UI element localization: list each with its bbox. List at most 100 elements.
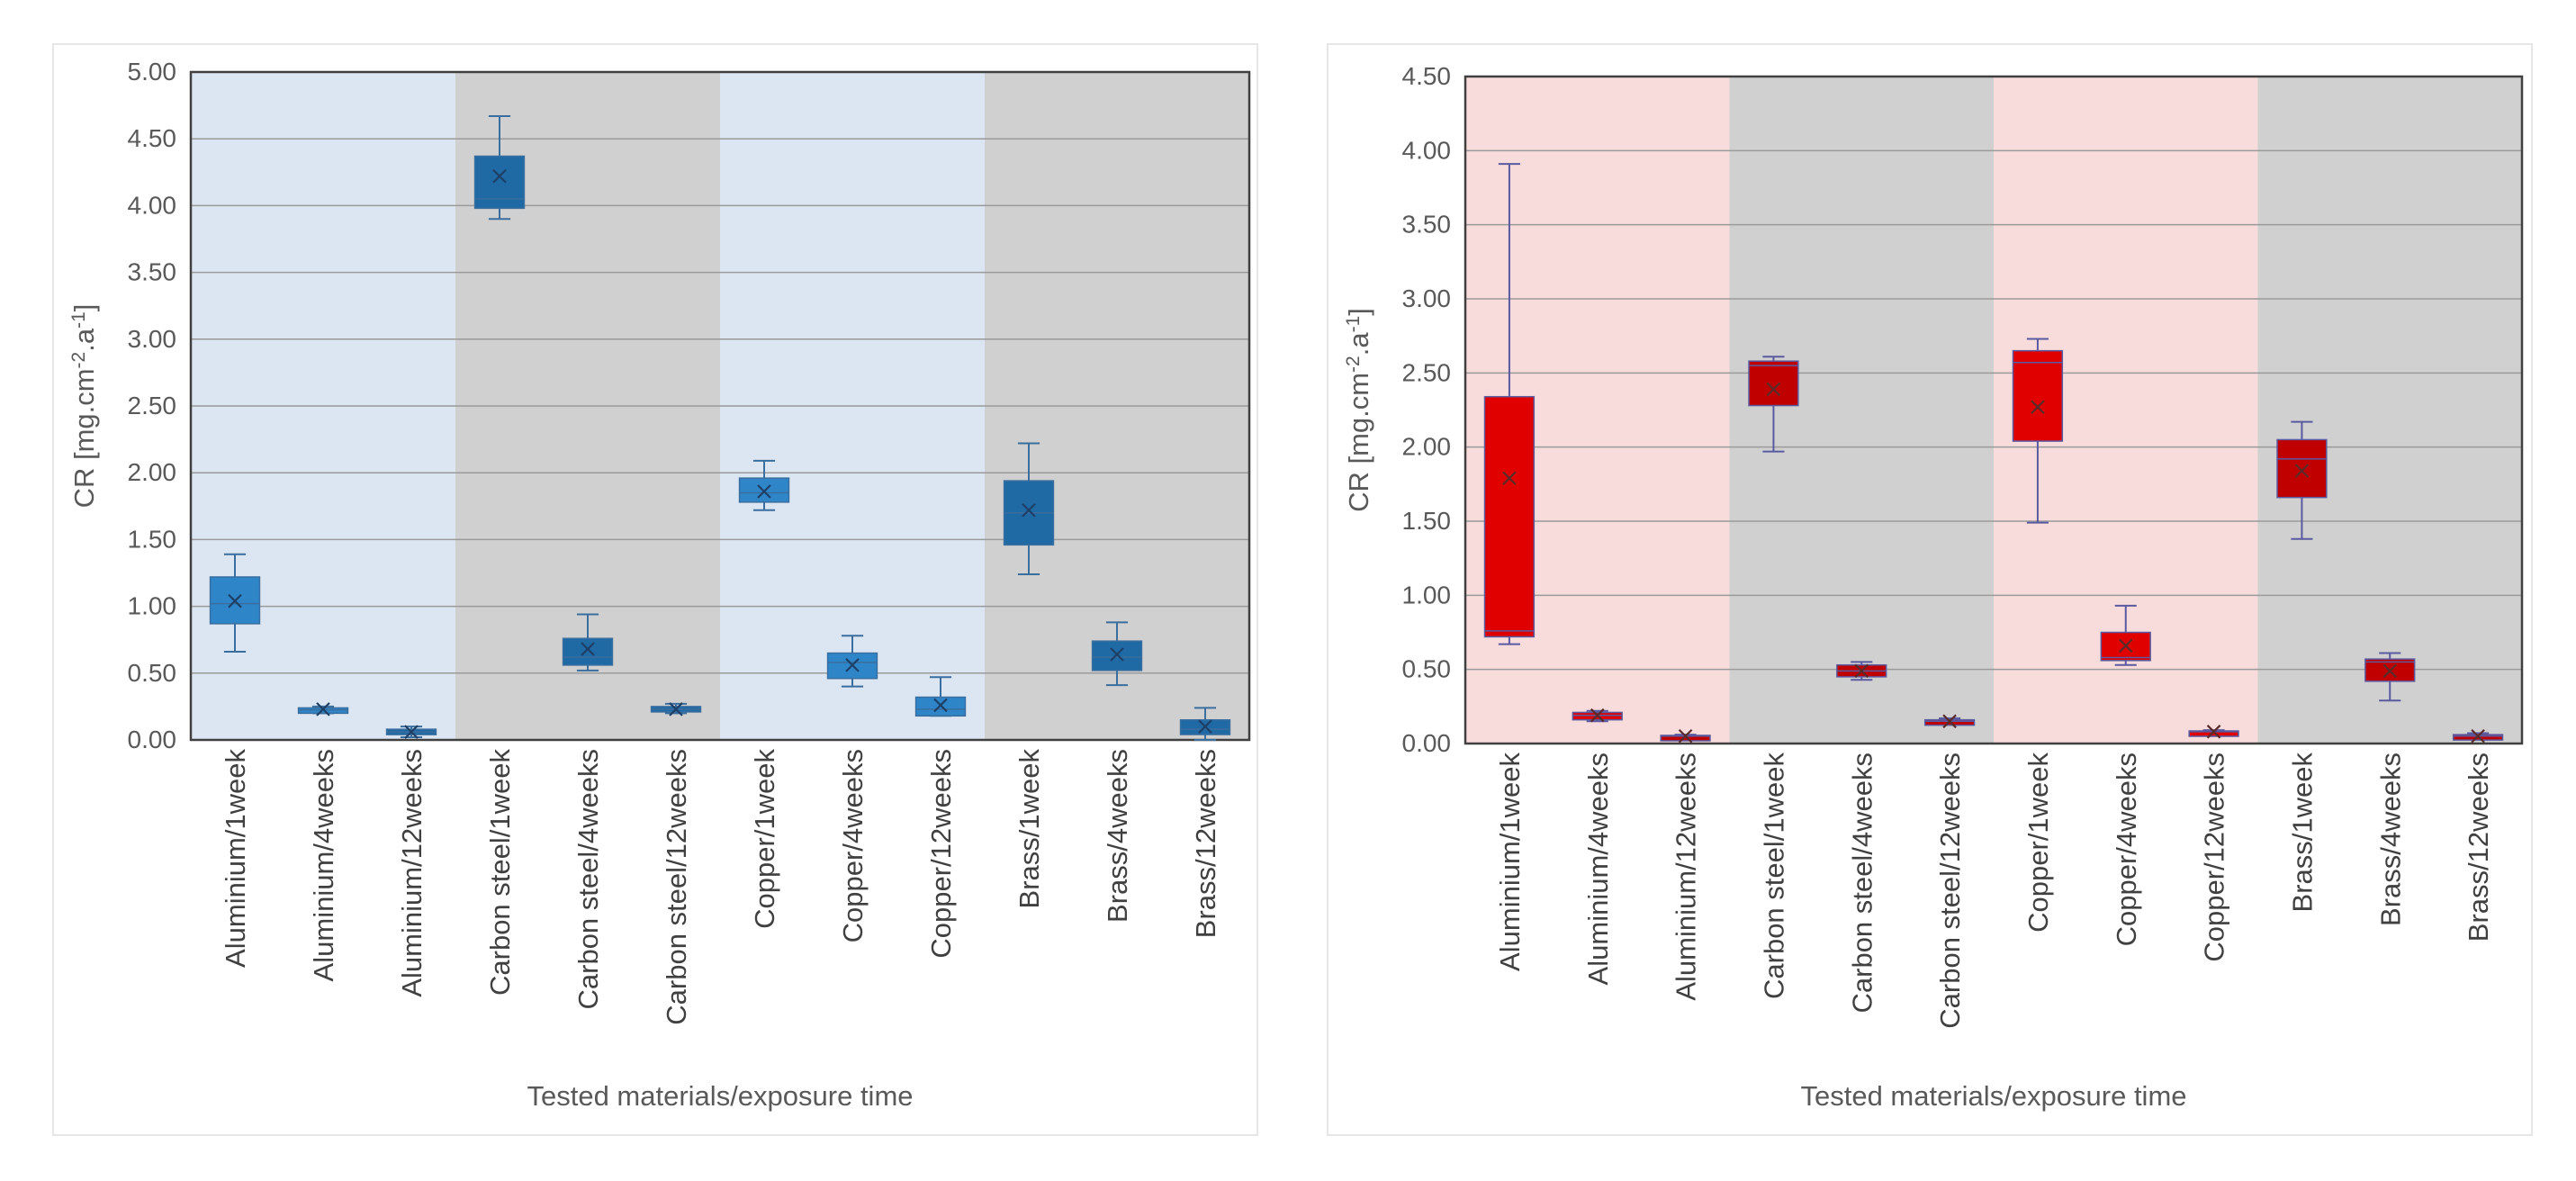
chart-panel-aluminium-copper-blue: 0.00 0.50 1.00 1.50 2.00 2.50 3.00 3.50 4.00 4.50… bbox=[52, 43, 1258, 1136]
mean-marker bbox=[1110, 647, 1124, 662]
x-category-label: Copper/12weeks bbox=[2199, 753, 2230, 962]
x-category-label: Carbon steel/1week bbox=[1758, 753, 1789, 999]
mean-marker bbox=[1766, 382, 1781, 397]
mean-marker bbox=[845, 658, 860, 672]
y-tick-label: 3.50 bbox=[1402, 211, 1452, 239]
mean-marker bbox=[1854, 663, 1869, 679]
iqr-box bbox=[1748, 360, 1799, 407]
iqr-box bbox=[1483, 395, 1536, 638]
y-tick-label: 1.00 bbox=[128, 592, 177, 620]
box-aluminium-12weeks bbox=[385, 725, 437, 739]
y-tick-label: 1.50 bbox=[128, 525, 177, 553]
x-category-label: Aluminium/1week bbox=[1494, 753, 1526, 971]
box-aluminium-1week bbox=[209, 553, 261, 654]
x-category-label: Brass/1week bbox=[1013, 749, 1045, 909]
box-brass-1week bbox=[2276, 420, 2328, 540]
x-category-label: Aluminium/4weeks bbox=[1582, 753, 1614, 985]
y-tick-label: 3.50 bbox=[128, 258, 177, 286]
y-tick-label: 0.50 bbox=[1402, 655, 1452, 683]
mean-marker bbox=[316, 702, 330, 717]
box-plot-chart-1: 0.00 0.50 1.00 1.50 2.00 2.50 3.00 3.50 4.00 4.50… bbox=[68, 58, 1251, 1112]
y-tick-label: 2.50 bbox=[128, 392, 177, 419]
y-tick-label: 4.00 bbox=[1402, 136, 1452, 164]
y-tick-label: 4.50 bbox=[1402, 62, 1452, 90]
mean-marker bbox=[2294, 464, 2310, 478]
y-axis-title: CR [mg.cm-2.a-1] bbox=[1343, 308, 1374, 512]
x-category-label: Carbon steel/12weeks bbox=[661, 749, 692, 1025]
x-category-label: Brass/4weeks bbox=[1102, 749, 1133, 923]
iqr-box bbox=[562, 637, 614, 666]
y-tick-label: 2.00 bbox=[128, 458, 177, 486]
box-copper-12weeks bbox=[2188, 725, 2239, 739]
plot-frame bbox=[189, 70, 1251, 742]
y-tick-label: 4.00 bbox=[128, 191, 177, 219]
x-category-label: Carbon steel/4weeks bbox=[1846, 753, 1878, 1014]
x-category-label: Copper/4weeks bbox=[2111, 753, 2142, 946]
y-tick-label: 3.00 bbox=[1402, 284, 1452, 312]
mean-marker bbox=[1942, 714, 1957, 729]
chart-panel-red: 0.00 0.50 1.00 1.50 2.00 2.50 3.00 3.50 4.00 4.50… bbox=[1327, 43, 2533, 1136]
y-tick-label: 1.00 bbox=[1402, 581, 1452, 609]
y-tick-label: 3.00 bbox=[128, 325, 177, 353]
box-brass-1week bbox=[1003, 442, 1055, 575]
box-carbon-steel-1week bbox=[473, 114, 526, 221]
box-copper-4weeks bbox=[2100, 604, 2151, 666]
mean-marker bbox=[2031, 400, 2045, 414]
y-tick-label: 5.00 bbox=[128, 58, 177, 86]
plot-frame bbox=[1464, 75, 2524, 745]
mean-marker bbox=[2206, 725, 2221, 739]
iqr-box bbox=[2276, 438, 2328, 499]
x-category-label: Brass/12weeks bbox=[2463, 753, 2494, 942]
y-tick-label: 0.00 bbox=[1402, 729, 1452, 757]
y-axis-title: CR [mg.cm-2.a-1] bbox=[68, 304, 100, 509]
x-axis-title: Tested materials/exposure time bbox=[1800, 1080, 2186, 1112]
y-tick-label: 2.00 bbox=[1402, 433, 1452, 461]
y-tick-label: 1.50 bbox=[1402, 507, 1452, 535]
mean-marker bbox=[2382, 663, 2398, 679]
x-category-label: Aluminium/1week bbox=[220, 749, 251, 968]
band-carbon-steel bbox=[1729, 77, 1994, 744]
mean-marker bbox=[1502, 471, 1517, 486]
box-carbon-steel-12weeks bbox=[1923, 714, 1976, 729]
mean-marker bbox=[228, 593, 242, 609]
box-carbon-steel-12weeks bbox=[650, 702, 702, 717]
band-brass bbox=[2257, 77, 2522, 744]
box-plot-chart-2: 0.00 0.50 1.00 1.50 2.00 2.50 3.00 3.50 4.00 4.50… bbox=[1343, 62, 2524, 1112]
mean-marker bbox=[2118, 638, 2133, 654]
y-tick-label: 2.50 bbox=[1402, 358, 1452, 386]
x-category-label: Brass/4weeks bbox=[2374, 753, 2406, 926]
box-carbon-steel-4weeks bbox=[562, 613, 614, 672]
y-tick-label: 0.00 bbox=[128, 726, 177, 753]
x-category-label: Copper/12weeks bbox=[925, 749, 957, 959]
y-tick-label: 0.50 bbox=[128, 659, 177, 687]
box-carbon-steel-4weeks bbox=[1836, 661, 1887, 681]
x-category-label: Brass/12weeks bbox=[1190, 749, 1221, 938]
mean-marker bbox=[1678, 728, 1693, 744]
box-brass-4weeks bbox=[1091, 621, 1143, 687]
x-category-label: Carbon steel/1week bbox=[484, 749, 516, 996]
iqr-box bbox=[473, 155, 526, 210]
mean-marker bbox=[757, 484, 771, 499]
mean-marker bbox=[669, 702, 683, 717]
x-category-label: Carbon steel/4weeks bbox=[572, 749, 604, 1010]
x-category-label: Copper/1week bbox=[749, 749, 780, 929]
box-aluminium-1week bbox=[1483, 163, 1536, 645]
mean-marker bbox=[1022, 502, 1036, 518]
box-copper-1week bbox=[2012, 338, 2064, 524]
y-tick-label: 4.50 bbox=[128, 124, 177, 152]
x-category-label: Brass/1week bbox=[2286, 753, 2318, 913]
x-category-label: Aluminium/4weeks bbox=[308, 749, 339, 981]
x-category-label: Copper/1week bbox=[2022, 753, 2054, 933]
x-category-label: Aluminium/12weeks bbox=[396, 749, 428, 997]
box-aluminium-4weeks bbox=[297, 702, 349, 717]
mean-marker bbox=[1198, 719, 1212, 734]
x-category-label: Aluminium/12weeks bbox=[1671, 753, 1702, 1001]
x-category-label: Copper/4weeks bbox=[837, 749, 869, 942]
mean-marker bbox=[492, 168, 507, 184]
mean-marker bbox=[933, 698, 948, 713]
box-brass-4weeks bbox=[2364, 652, 2416, 702]
box-aluminium-4weeks bbox=[1572, 708, 1623, 723]
mean-marker bbox=[1590, 708, 1605, 723]
mean-marker bbox=[581, 642, 595, 656]
mean-marker bbox=[404, 725, 419, 739]
